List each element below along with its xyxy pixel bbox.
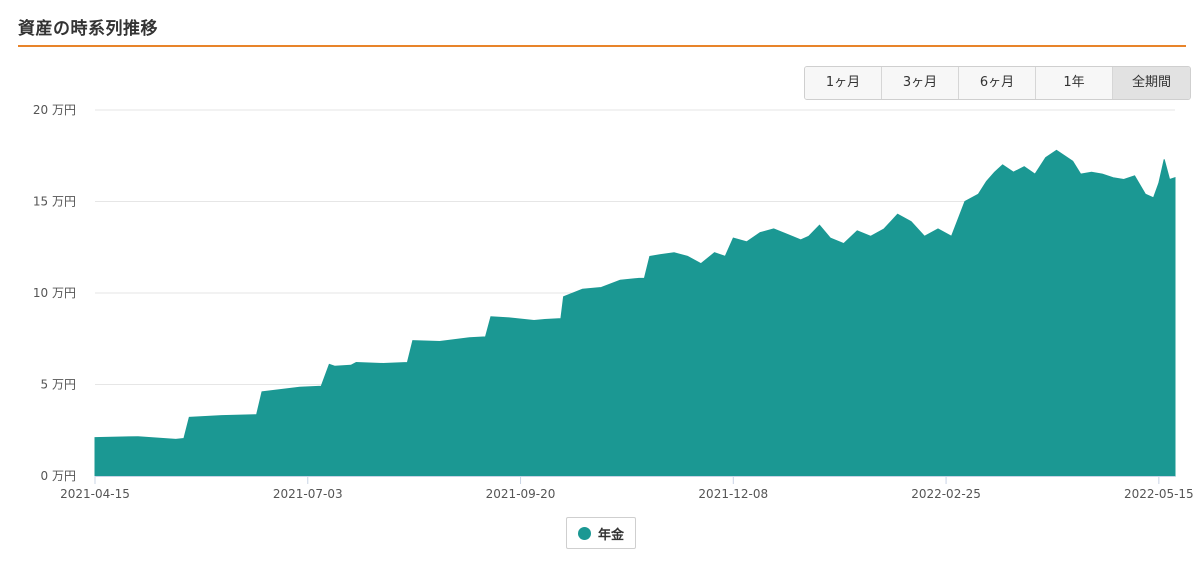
x-axis: 2021-04-15 2021-07-03 2021-09-20 2021-12-08…: [60, 476, 1194, 501]
legend-label: 年金: [597, 527, 624, 543]
series-area-layer: [94, 149, 1176, 477]
legend-marker-icon: [577, 526, 591, 540]
x-tick-label: 2021-12-08: [698, 487, 768, 501]
y-tick-label: 15 万円: [33, 195, 76, 209]
period-6-months-button[interactable]: 6ヶ月: [959, 67, 1036, 99]
x-tick-label: 2022-05-15: [1124, 487, 1194, 501]
legend[interactable]: 年金: [566, 517, 636, 549]
page-title: 資産の時系列推移: [18, 19, 158, 39]
period-3-months-button[interactable]: 3ヶ月: [882, 67, 959, 99]
x-tick-label: 2021-04-15: [60, 487, 130, 501]
x-tick-label: 2021-09-20: [486, 487, 556, 501]
series-area-nenkin: [94, 149, 1176, 477]
period-all-button[interactable]: 全期間: [1113, 67, 1190, 99]
y-tick-label: 20 万円: [33, 103, 76, 117]
y-axis: 0 万円 5 万円 10 万円 15 万円 20 万円: [33, 103, 76, 483]
period-1-month-button[interactable]: 1ヶ月: [805, 67, 882, 99]
x-tick-label: 2021-07-03: [273, 487, 343, 501]
y-tick-label: 10 万円: [33, 286, 76, 300]
x-tick-label: 2022-02-25: [911, 487, 981, 501]
y-tick-label: 0 万円: [41, 469, 76, 483]
period-selector: 1ヶ月 3ヶ月 6ヶ月 1年 全期間: [804, 66, 1191, 100]
y-tick-label: 5 万円: [41, 378, 76, 392]
period-1-year-button[interactable]: 1年: [1036, 67, 1113, 99]
title-divider: [18, 45, 1186, 47]
